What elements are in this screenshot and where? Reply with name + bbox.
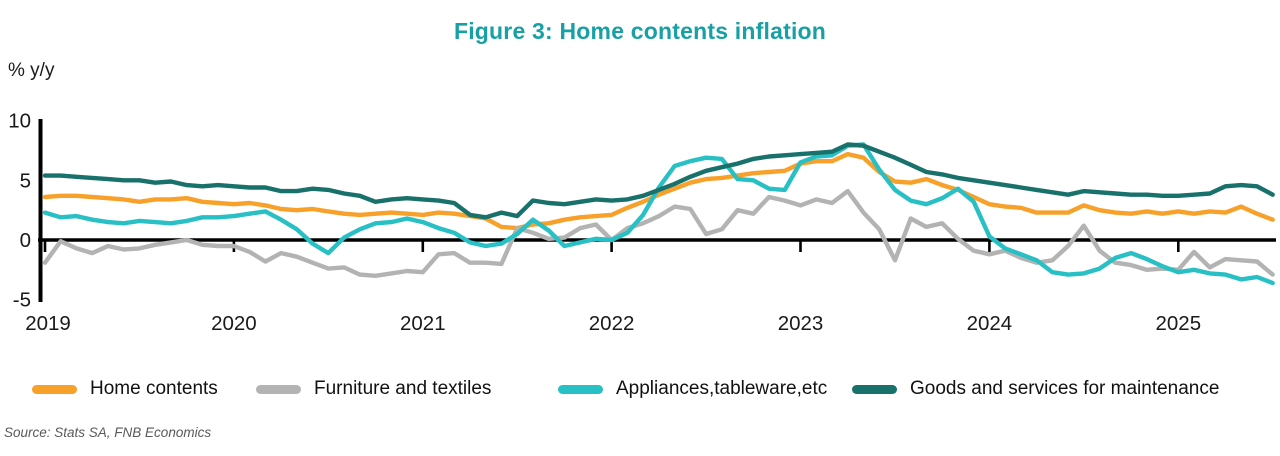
- chart-legend: Home contents Furniture and textiles App…: [0, 374, 1280, 404]
- home-contents-swatch: [32, 384, 77, 394]
- y-axis-tick-label: -5: [13, 289, 31, 312]
- series-line-appliances-tableware-etc: [42, 142, 1275, 286]
- x-axis-year-label: 2025: [1155, 312, 1201, 335]
- x-axis-year-label: 2019: [25, 312, 71, 335]
- y-axis-unit-label: % y/y: [8, 60, 55, 81]
- legend-label: Furniture and textiles: [314, 378, 492, 399]
- y-axis-tick-label: 10: [8, 110, 31, 133]
- legend-item-home-contents: Home contents: [32, 374, 218, 404]
- x-axis-year-label: 2021: [400, 312, 446, 335]
- legend-item-goods-services: Goods and services for maintenance: [852, 374, 1219, 404]
- series-line-goods-and-services-for-maintenance: [42, 142, 1275, 220]
- goods-services-swatch: [852, 384, 897, 394]
- x-axis-year-label: 2023: [778, 312, 824, 335]
- legend-item-appliances: Appliances,tableware,etc: [558, 374, 827, 404]
- legend-item-furniture-textiles: Furniture and textiles: [256, 374, 491, 404]
- y-axis-tick-label: 0: [20, 229, 31, 252]
- source-note: Source: Stats SA, FNB Economics: [4, 425, 212, 440]
- y-axis-tick-label: 5: [20, 169, 31, 192]
- series-line-furniture-and-textiles: [42, 188, 1275, 278]
- series-line-home-contents: [42, 151, 1275, 231]
- legend-label: Goods and services for maintenance: [910, 378, 1220, 399]
- legend-label: Home contents: [90, 378, 218, 399]
- legend-label: Appliances,tableware,etc: [616, 378, 828, 399]
- appliances-swatch: [558, 384, 603, 394]
- furniture-textiles-swatch: [256, 384, 301, 394]
- x-axis-year-label: 2020: [211, 312, 257, 335]
- x-axis-year-label: 2024: [967, 312, 1013, 335]
- x-axis-year-label: 2022: [589, 312, 635, 335]
- figure-title: Figure 3: Home contents inflation: [453, 18, 827, 44]
